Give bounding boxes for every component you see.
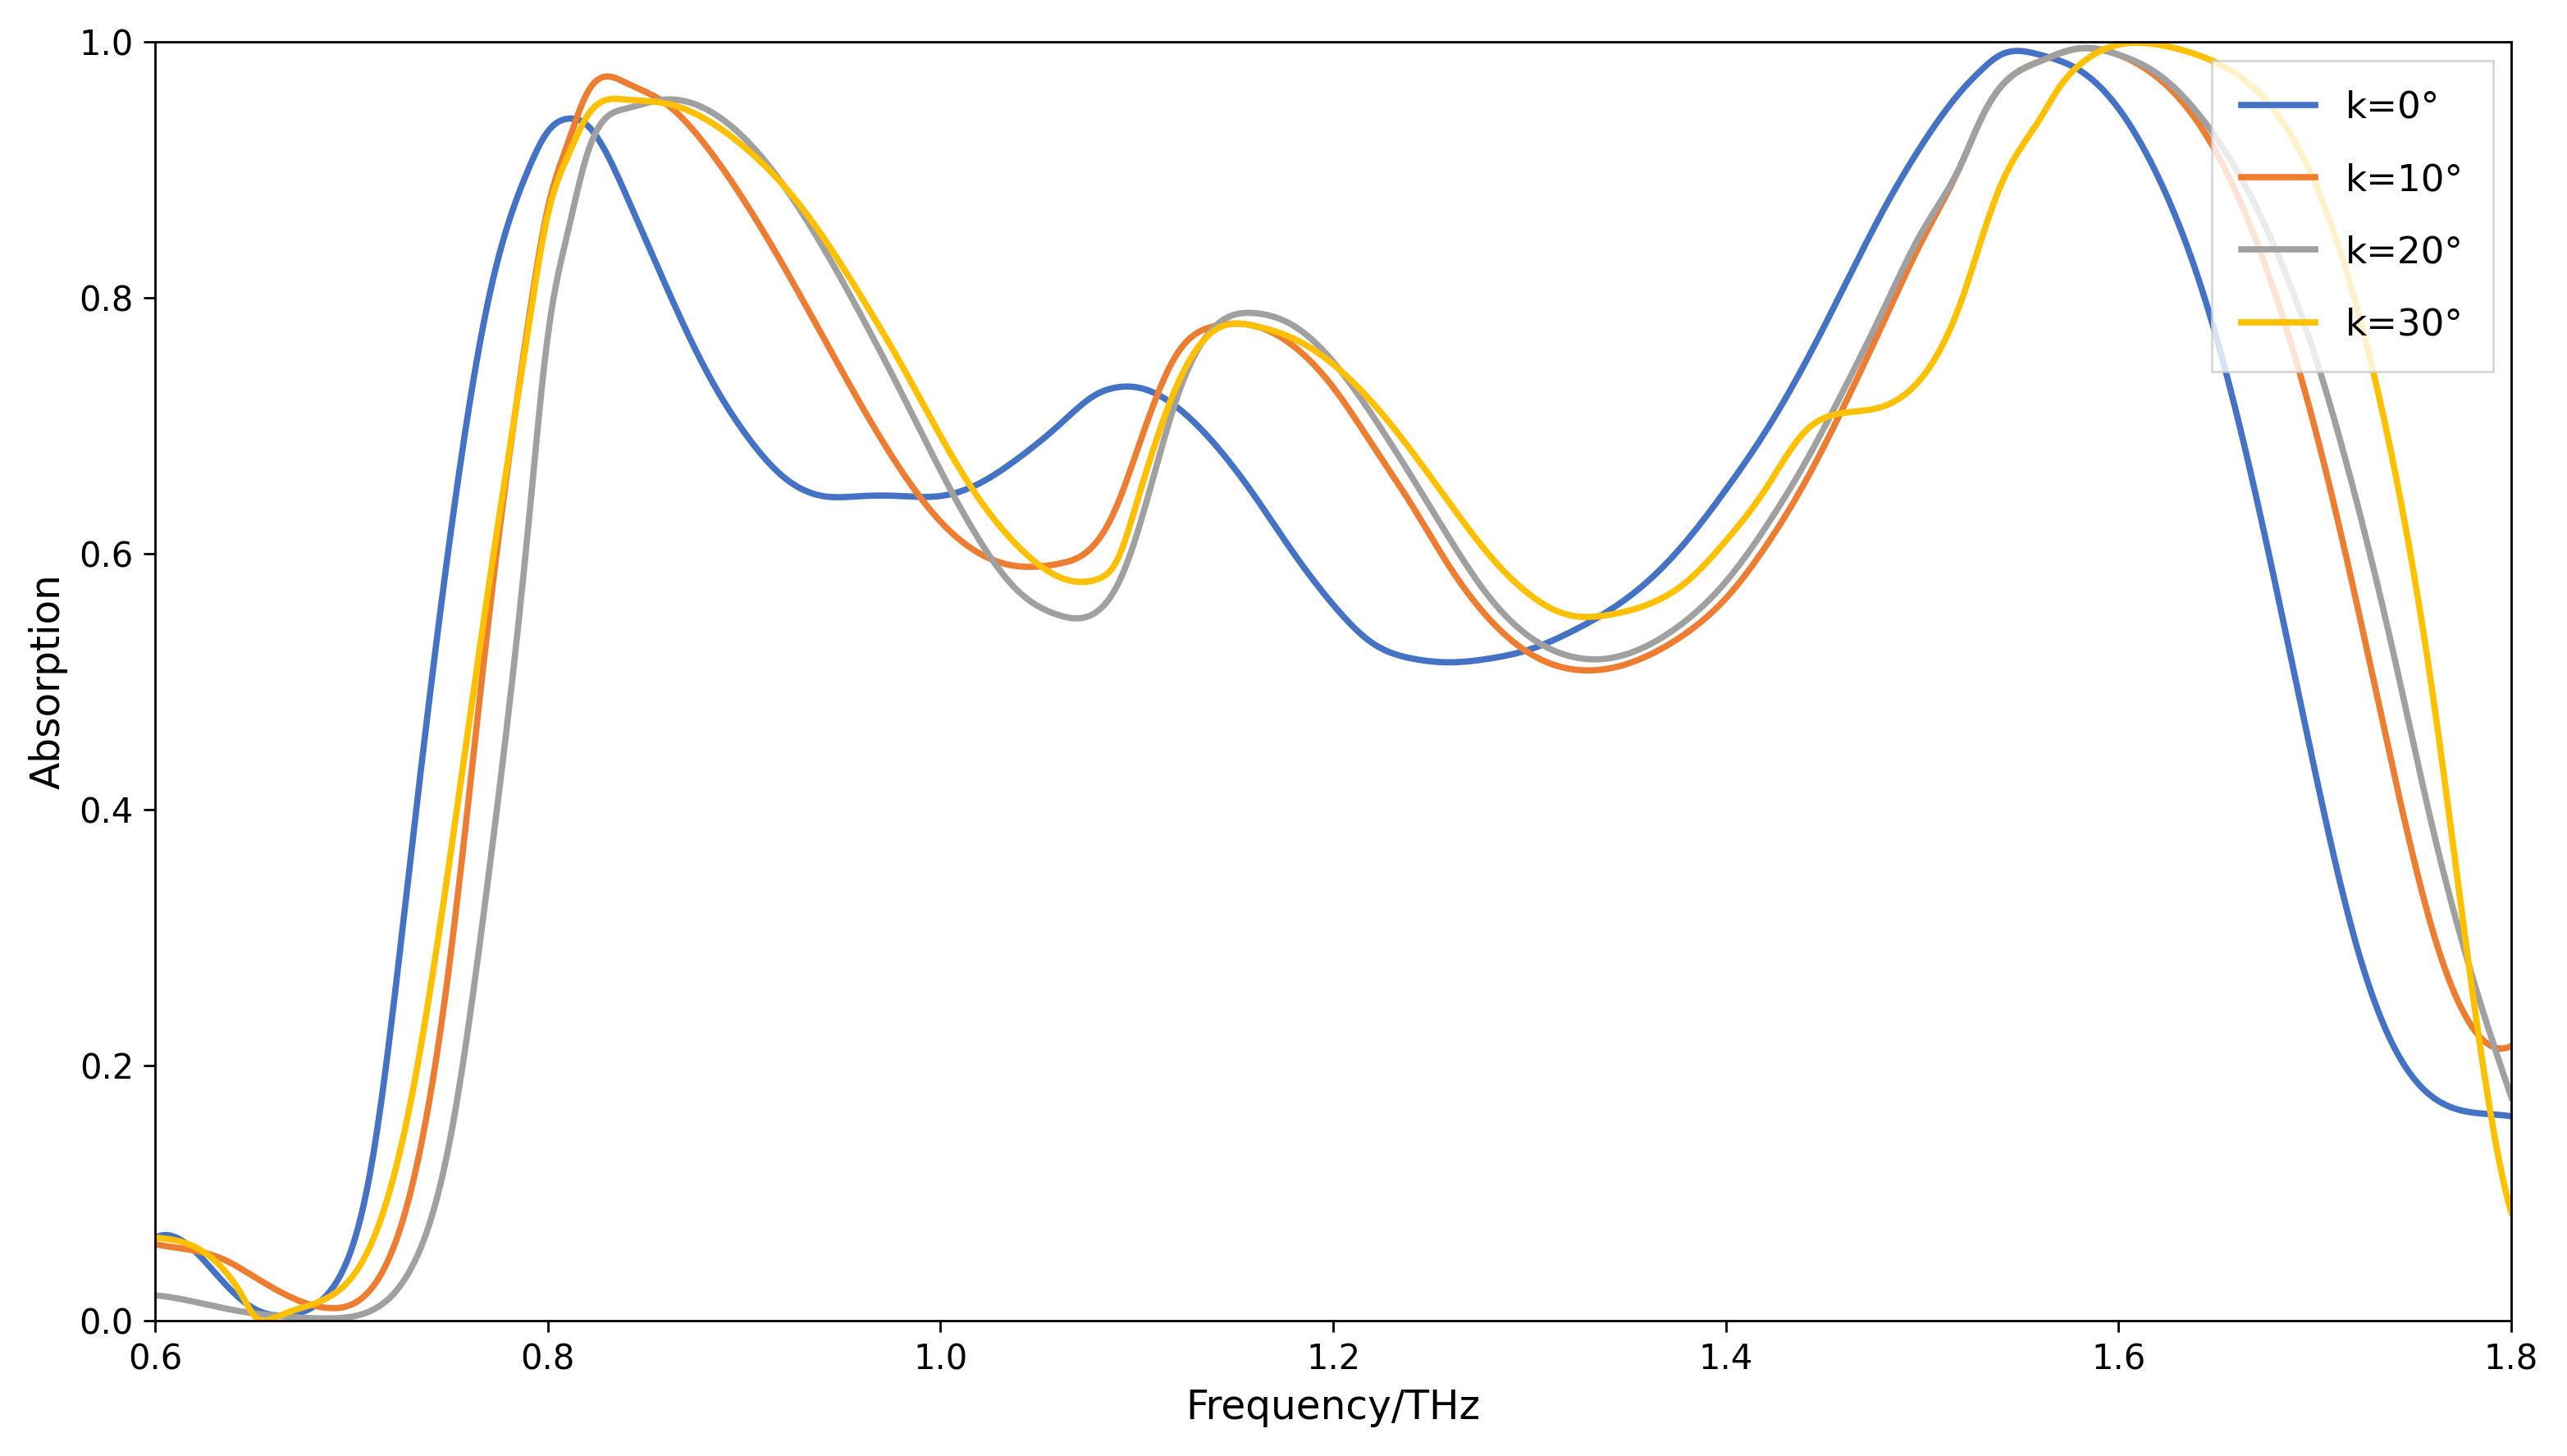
k=20° [311,1310,341,1328]
k=20° [285,1309,316,1326]
k=10° [2072,39,2102,57]
k=10° [139,1236,169,1254]
k=10° [316,1299,347,1316]
k=30° [2174,44,2205,61]
k=20° [1930,185,1961,202]
k=20° [2174,95,2205,112]
k=0° [1930,102,1961,119]
k=30° [249,1312,280,1329]
k=20° [1574,651,1604,668]
Legend: k=0°, k=10°, k=20°, k=30°: k=0°, k=10°, k=20°, k=30° [2213,61,2493,371]
k=20° [2072,39,2102,57]
k=20° [1512,626,1543,644]
Line: k=0°: k=0° [154,51,2511,1316]
k=10° [1574,661,1604,678]
k=10° [2495,1037,2526,1054]
k=30° [1574,609,1604,626]
X-axis label: Frequency/THz: Frequency/THz [1186,1388,1481,1427]
k=10° [285,1291,316,1309]
Line: k=30°: k=30° [154,42,2511,1321]
k=10° [2174,102,2205,119]
k=0° [267,1307,298,1325]
k=10° [1930,188,1961,205]
k=10° [1512,642,1543,660]
k=20° [1643,630,1674,648]
k=0° [1512,642,1543,660]
k=0° [139,1229,169,1246]
k=0° [2495,1108,2526,1125]
k=30° [139,1229,169,1246]
k=30° [1643,591,1674,609]
k=30° [1512,584,1543,601]
k=30° [2120,33,2151,51]
k=0° [2002,42,2033,60]
k=0° [1643,562,1674,579]
k=30° [288,1299,318,1316]
Y-axis label: Absorption: Absorption [28,574,67,789]
Line: k=10°: k=10° [154,48,2511,1307]
k=20° [139,1287,169,1305]
Line: k=20°: k=20° [154,48,2511,1319]
k=20° [2495,1089,2526,1107]
k=0° [2174,245,2205,262]
k=10° [1643,641,1674,658]
k=30° [2495,1204,2526,1222]
k=0° [288,1303,318,1321]
k=0° [1574,614,1604,632]
k=30° [1930,331,1961,348]
